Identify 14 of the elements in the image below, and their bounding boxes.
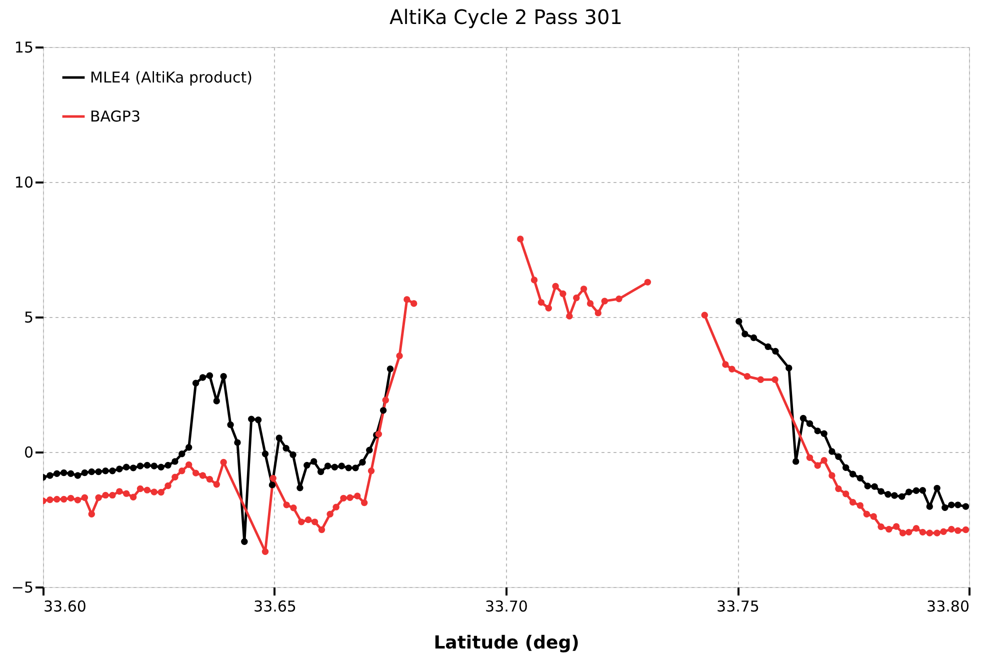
y-tick-label: 5	[24, 308, 34, 326]
x-tick-label: 33.80	[926, 598, 970, 616]
y-tick-label: 10	[14, 174, 34, 192]
y-tick-label: 15	[14, 38, 34, 56]
x-tick-label: 33.70	[485, 598, 528, 616]
legend-label: MLE4 (AltiKa product)	[90, 68, 252, 86]
y-tick-label: −5	[11, 578, 34, 596]
legend-label: BAGP3	[90, 108, 141, 126]
y-tick-label: 0	[24, 444, 34, 462]
x-tick-label: 33.75	[716, 598, 760, 616]
x-tick-label: 33.65	[254, 598, 296, 616]
x-tick-label: 33.60	[44, 598, 86, 616]
x-axis-title: Latitude (deg)	[434, 632, 580, 654]
chart-title: AltiKa Cycle 2 Pass 301	[390, 5, 622, 29]
